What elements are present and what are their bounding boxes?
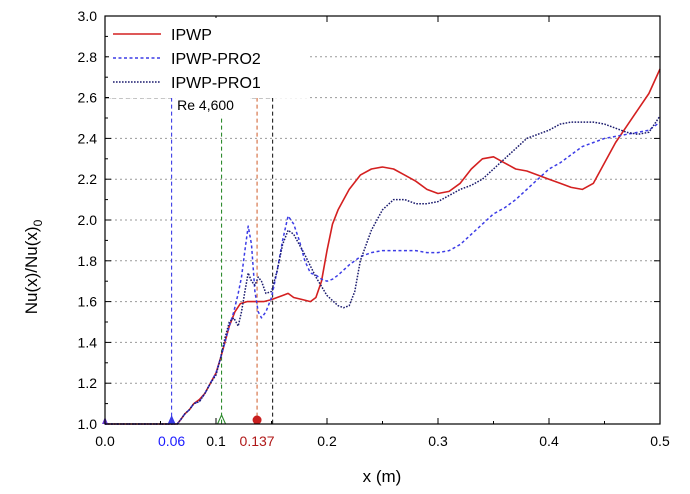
series-line-2	[105, 115, 661, 425]
y-tick-label-8: 2.6	[78, 90, 98, 106]
x-tick-label-2: 0.2	[317, 433, 337, 449]
y-tick-label-6: 2.2	[78, 171, 98, 187]
x-tick-label-1: 0.1	[206, 433, 226, 449]
y-tick-label-1: 1.2	[78, 375, 98, 391]
series-line-0	[105, 68, 661, 425]
legend-label-2: IPWP-PRO1	[171, 75, 261, 92]
y-tick-label-5: 2.0	[78, 212, 98, 228]
y-tick-label-3: 1.6	[78, 294, 98, 310]
x-tick-label-5: 0.5	[650, 433, 670, 449]
y-axis-label: Nu(x)/Nu(x)0	[22, 219, 45, 314]
vline-marker-0	[167, 415, 176, 424]
y-tick-label-2: 1.4	[78, 334, 98, 350]
y-axis-label-sub: 0	[31, 219, 45, 226]
x-axis-label: x (m)	[363, 467, 402, 486]
x-tick-label-4: 0.4	[539, 433, 559, 449]
x-tick-label-0: 0.0	[95, 433, 115, 449]
y-axis-label-main: Nu(x)/Nu(x)	[22, 226, 41, 314]
annotation-bg-0	[175, 95, 250, 116]
y-tick-label-10: 3.0	[78, 8, 98, 24]
svg-text:Nu(x)/Nu(x)0: Nu(x)/Nu(x)0	[22, 219, 45, 314]
y-tick-label-0: 1.0	[78, 416, 98, 432]
vline-marker-2	[252, 415, 262, 425]
vline-label-2: 0.137	[240, 433, 275, 449]
y-tick-label-4: 1.8	[78, 253, 98, 269]
legend-label-1: IPWP-PRO2	[171, 51, 261, 68]
legend-label-0: IPWP	[171, 27, 212, 44]
x-tick-label-3: 0.3	[428, 433, 448, 449]
y-tick-label-9: 2.8	[78, 49, 98, 65]
annotation-0: Re 4,600	[177, 97, 234, 113]
y-tick-label-7: 2.4	[78, 130, 98, 146]
plot-area: 1.0 1.2 1.4 1.6 1.8 2.0 2.2 2.4 2.6 2.8 3.0 0.0 0.1 0…	[78, 8, 670, 449]
vline-label-0: 0.06	[158, 433, 185, 449]
